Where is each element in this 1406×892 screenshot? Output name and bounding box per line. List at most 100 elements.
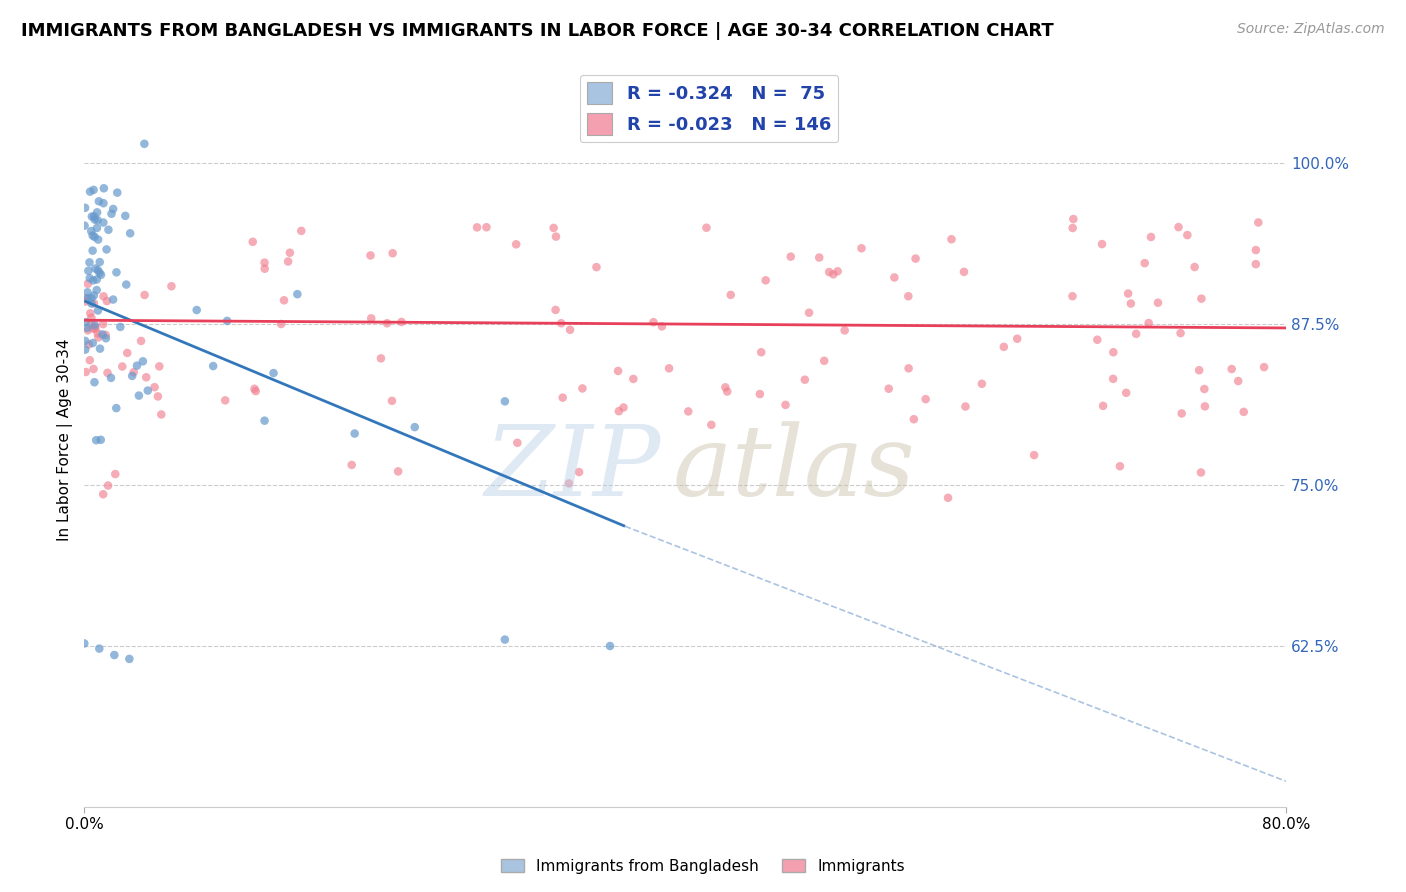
Point [129,334,152,348]
Point [797,306,820,320]
Point [75,334,97,348]
Point [87,303,110,318]
Point [391,315,413,329]
Point [83,296,105,310]
Point [217,314,239,328]
Point [941,232,963,246]
Point [716,384,738,399]
Point [544,229,567,244]
Point [97,223,120,237]
Point [94,327,117,342]
Point [993,340,1015,354]
Point [585,260,607,274]
Point [89,342,111,356]
Point [955,400,977,414]
Point [1247,215,1270,229]
Point [883,270,905,285]
Point [97,478,120,492]
Point [82,321,104,335]
Point [1119,296,1142,310]
Point [101,202,124,216]
Point [146,389,169,403]
Point [914,392,936,406]
Point [1170,407,1192,421]
Point [87,233,110,247]
Point [1062,212,1084,227]
Point [105,186,128,200]
Point [1244,257,1267,271]
Point [77,264,100,278]
Point [122,365,145,379]
Point [1189,466,1212,480]
Point [83,362,105,376]
Point [242,235,264,249]
Point [75,201,97,215]
Point [110,320,132,334]
Point [1116,286,1139,301]
Point [558,323,581,337]
Point [1115,385,1137,400]
Point [90,268,112,282]
Point [1194,400,1216,414]
Point [381,393,404,408]
Point [1140,230,1163,244]
Point [903,412,925,426]
Point [87,326,110,341]
Point [84,320,107,334]
Point [101,293,124,307]
Point [823,268,845,282]
Point [75,294,97,309]
Point [160,279,183,293]
Point [1170,326,1192,340]
Text: Source: ZipAtlas.com: Source: ZipAtlas.com [1237,22,1385,37]
Point [1022,448,1045,462]
Point [86,205,108,219]
Point [82,336,104,351]
Point [83,376,105,390]
Point [76,285,98,300]
Point [273,293,295,308]
Point [775,398,797,412]
Point [1244,243,1267,257]
Point [89,266,111,280]
Point [118,652,141,666]
Point [80,291,103,305]
Point [75,343,97,357]
Point [543,221,565,235]
Point [83,318,105,333]
Point [75,315,97,329]
Point [551,391,574,405]
Point [607,404,630,418]
Point [1233,405,1256,419]
Point [285,287,308,301]
Point [360,248,382,262]
Point [404,420,426,434]
Point [135,370,157,384]
Point [253,255,276,269]
Point [93,289,115,303]
Legend: R = -0.324   N =  75, R = -0.023   N = 146: R = -0.324 N = 75, R = -0.023 N = 146 [579,75,838,142]
Point [568,465,591,479]
Point [82,273,104,287]
Point [494,632,516,647]
Point [93,215,115,229]
Point [120,227,142,241]
Point [612,401,634,415]
Point [808,251,831,265]
Point [749,345,772,359]
Y-axis label: In Labor Force | Age 30-34: In Labor Force | Age 30-34 [58,339,73,541]
Point [80,224,103,238]
Point [599,639,621,653]
Point [86,272,108,286]
Point [80,296,103,310]
Point [82,228,104,243]
Point [75,292,97,306]
Point [465,220,488,235]
Point [105,401,128,416]
Point [86,283,108,297]
Point [73,219,96,233]
Point [83,183,105,197]
Point [475,220,498,235]
Point [243,382,266,396]
Point [105,265,128,279]
